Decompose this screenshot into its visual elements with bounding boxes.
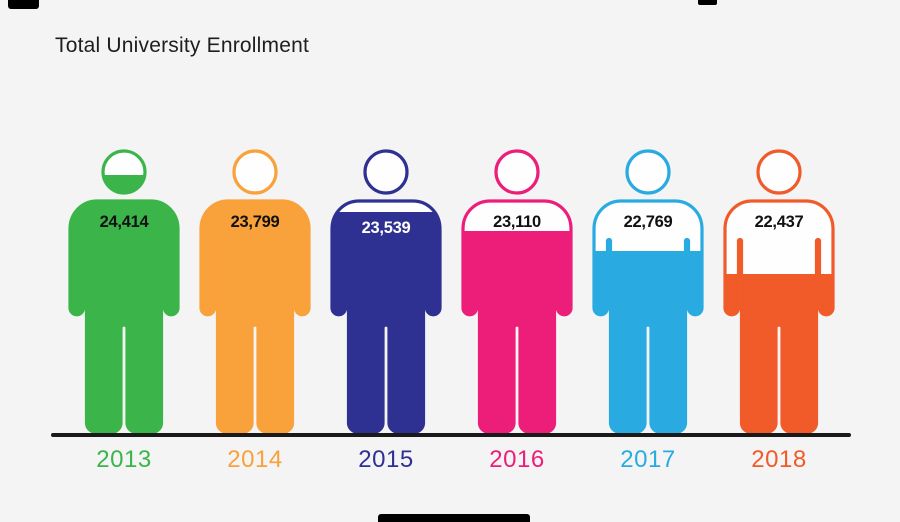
year-label: 2017: [620, 446, 676, 473]
person-pictogram: 23,799: [199, 149, 311, 434]
person-pictogram: 24,414: [68, 149, 180, 434]
year-label: 2016: [489, 446, 545, 473]
value-label: 23,799: [231, 213, 280, 231]
scan-artifact-top-left: [8, 0, 39, 9]
figure-2018: 22,437 2018: [723, 149, 835, 473]
figure-2015: 23,539 2015: [330, 149, 442, 473]
scan-artifact-top-right: [698, 0, 717, 5]
value-label: 24,414: [100, 213, 150, 231]
person-pictogram: 22,769: [592, 149, 704, 434]
value-label: 22,437: [755, 213, 804, 231]
scan-artifact-bottom-center: [378, 514, 530, 522]
figure-2013: 24,414 2013: [68, 149, 180, 473]
figure-2014: 23,799 2014: [199, 149, 311, 473]
value-label: 23,110: [493, 213, 541, 231]
person-pictogram: 23,110: [461, 149, 573, 434]
x-axis-line: [51, 433, 851, 437]
figure-2016: 23,110 2016: [461, 149, 573, 473]
page-title: Total University Enrollment: [55, 34, 309, 57]
value-label: 23,539: [362, 219, 411, 237]
year-label: 2013: [96, 446, 152, 473]
person-pictogram: 22,437: [723, 149, 835, 434]
year-label: 2014: [227, 446, 283, 473]
year-label: 2018: [751, 446, 807, 473]
fill-level: [201, 197, 309, 432]
value-label: 22,769: [624, 213, 673, 231]
year-label: 2015: [358, 446, 414, 473]
figure-2017: 22,769 2017: [592, 149, 704, 473]
person-pictogram: 23,539: [330, 149, 442, 434]
